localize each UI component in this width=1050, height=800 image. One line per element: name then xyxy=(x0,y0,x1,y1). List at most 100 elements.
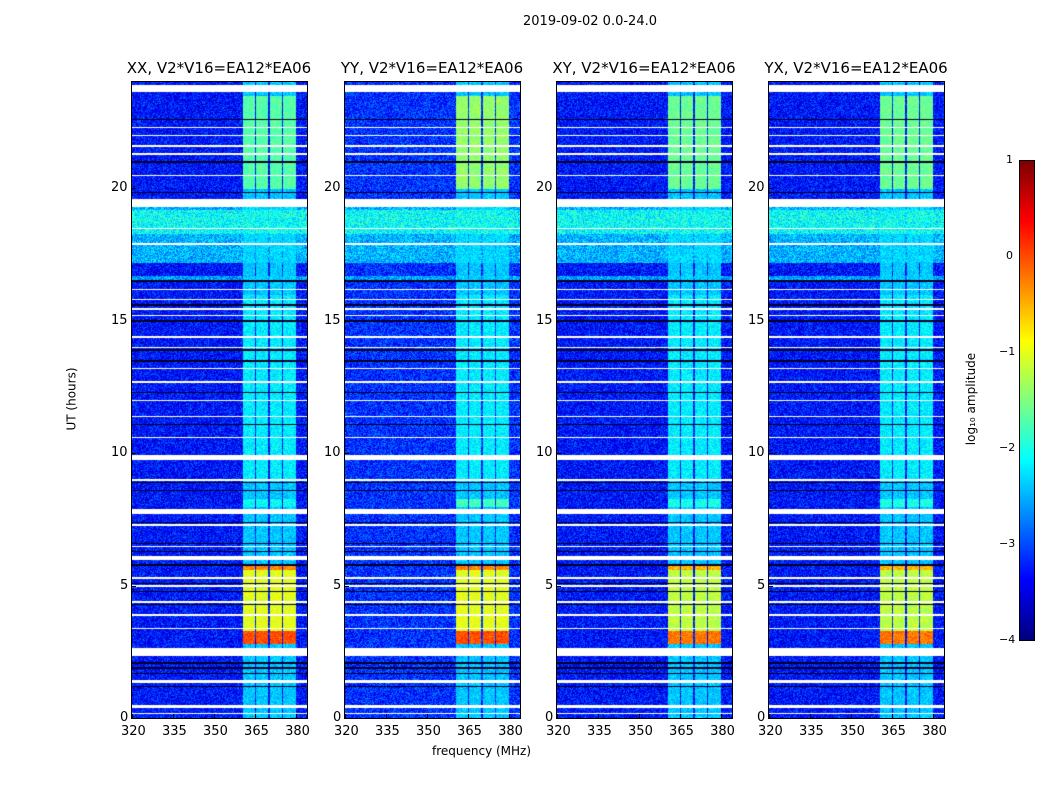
x-tick-mark xyxy=(721,714,723,718)
x-tick-mark xyxy=(427,714,429,718)
x-tick-mark xyxy=(132,714,133,718)
x-tick-label: 320 xyxy=(334,724,359,739)
y-tick-mark xyxy=(769,453,773,454)
y-tick-label: 15 xyxy=(536,312,553,328)
x-tick-label: 365 xyxy=(244,724,269,739)
colorbar-tick-label: −3 xyxy=(999,537,1016,550)
colorbar-tick-label: −1 xyxy=(999,345,1016,358)
x-tick-label: 335 xyxy=(162,724,187,739)
y-tick-label: 20 xyxy=(748,180,765,195)
x-tick-label: 350 xyxy=(416,724,441,739)
x-tick-label: 380 xyxy=(710,724,735,739)
y-tick-mark xyxy=(132,320,136,322)
spectrogram-heatmap xyxy=(557,82,732,718)
y-axis-label: UT (hours) xyxy=(64,367,79,431)
y-tick-mark xyxy=(769,718,773,719)
x-tick-mark xyxy=(598,714,600,718)
y-tick-mark xyxy=(345,453,349,454)
colorbar xyxy=(1019,160,1035,641)
x-tick-mark xyxy=(255,714,257,718)
x-tick-mark xyxy=(851,714,853,718)
panel-title: YX, V2*V16=EA12*EA06 xyxy=(764,59,948,77)
y-tick-label: 15 xyxy=(111,312,128,328)
x-tick-mark xyxy=(345,714,346,718)
spectrogram-panel xyxy=(131,81,308,719)
spectrogram-heatmap xyxy=(345,82,520,718)
y-tick-mark xyxy=(769,320,773,322)
y-tick-mark xyxy=(132,718,136,719)
y-tick-label: 15 xyxy=(748,312,765,328)
x-tick-mark xyxy=(680,714,682,718)
x-tick-label: 350 xyxy=(628,724,653,739)
x-tick-mark xyxy=(892,714,894,718)
y-tick-label: 0 xyxy=(757,710,766,725)
spectrogram-panel xyxy=(556,81,733,719)
x-tick-mark xyxy=(639,714,641,718)
y-tick-mark xyxy=(345,718,349,719)
x-tick-label: 320 xyxy=(546,724,571,739)
x-tick-label: 335 xyxy=(375,724,400,739)
y-tick-mark xyxy=(557,585,561,587)
y-tick-mark xyxy=(345,188,349,189)
y-tick-mark xyxy=(345,320,349,322)
y-tick-label: 20 xyxy=(536,180,553,195)
x-tick-mark xyxy=(214,714,216,718)
colorbar-tick-label: −4 xyxy=(999,633,1016,646)
x-tick-label: 380 xyxy=(285,724,310,739)
y-tick-mark xyxy=(557,453,561,454)
y-tick-label: 0 xyxy=(120,710,129,725)
panel-title: XY, V2*V16=EA12*EA06 xyxy=(552,59,736,77)
x-tick-mark xyxy=(769,714,770,718)
x-tick-label: 365 xyxy=(881,724,906,739)
x-tick-mark xyxy=(386,714,388,718)
y-tick-mark xyxy=(345,585,349,587)
x-tick-label: 380 xyxy=(498,724,523,739)
y-tick-mark xyxy=(132,585,136,587)
y-tick-label: 10 xyxy=(324,445,341,460)
x-tick-label: 380 xyxy=(922,724,947,739)
x-tick-mark xyxy=(173,714,175,718)
panel-title: XX, V2*V16=EA12*EA06 xyxy=(126,59,312,77)
x-tick-label: 365 xyxy=(457,724,482,739)
x-tick-label: 335 xyxy=(587,724,612,739)
y-tick-label: 15 xyxy=(324,312,341,328)
colorbar-label: log₁₀ amplitude xyxy=(964,352,979,446)
x-tick-label: 350 xyxy=(203,724,228,739)
x-tick-label: 350 xyxy=(840,724,865,739)
x-tick-mark xyxy=(468,714,470,718)
spectrogram-heatmap xyxy=(132,82,307,718)
y-tick-label: 10 xyxy=(111,445,128,460)
y-tick-label: 5 xyxy=(333,577,342,593)
x-tick-label: 335 xyxy=(799,724,824,739)
x-tick-mark xyxy=(557,714,558,718)
y-tick-mark xyxy=(557,320,561,322)
y-tick-mark xyxy=(769,188,773,189)
colorbar-tick-label: 0 xyxy=(1006,249,1013,262)
y-tick-label: 5 xyxy=(757,577,766,593)
colorbar-tick-label: 1 xyxy=(1006,153,1013,166)
y-tick-label: 20 xyxy=(111,180,128,195)
y-tick-mark xyxy=(557,718,561,719)
panel-title: YY, V2*V16=EA12*EA06 xyxy=(340,59,524,77)
spectrogram-panel xyxy=(768,81,945,719)
x-tick-label: 320 xyxy=(758,724,783,739)
x-tick-mark xyxy=(810,714,812,718)
x-tick-mark xyxy=(509,714,511,718)
y-tick-label: 5 xyxy=(120,577,129,593)
y-tick-mark xyxy=(557,188,561,189)
x-tick-label: 320 xyxy=(121,724,146,739)
figure-title: 2019-09-02 0.0-24.0 xyxy=(523,14,657,29)
y-tick-label: 10 xyxy=(748,445,765,460)
y-tick-label: 20 xyxy=(324,180,341,195)
spectrogram-panel xyxy=(344,81,521,719)
spectrogram-heatmap xyxy=(769,82,944,718)
y-tick-mark xyxy=(769,585,773,587)
x-tick-mark xyxy=(933,714,935,718)
colorbar-tick-label: −2 xyxy=(999,441,1016,454)
y-tick-label: 5 xyxy=(545,577,554,593)
y-tick-label: 10 xyxy=(536,445,553,460)
y-tick-mark xyxy=(132,188,136,189)
x-axis-label: frequency (MHz) xyxy=(432,744,532,758)
y-tick-label: 0 xyxy=(333,710,342,725)
